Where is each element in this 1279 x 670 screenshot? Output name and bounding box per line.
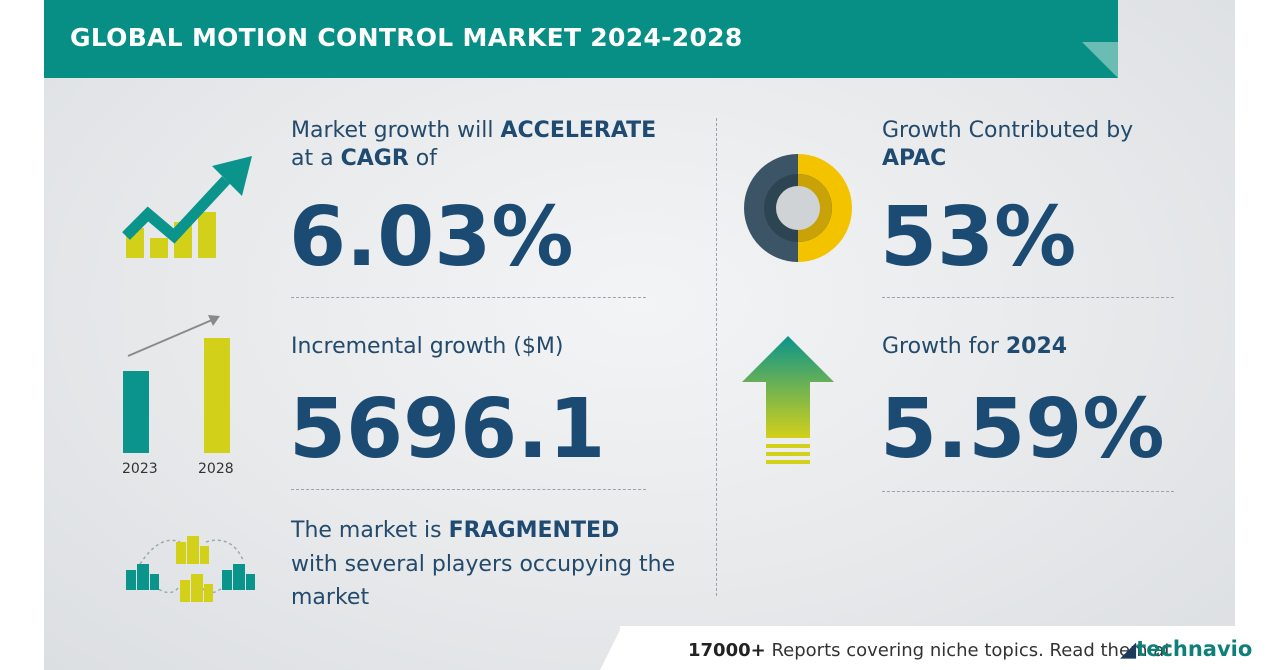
incremental-bar-icon [123,315,230,453]
fragmented-line-3: market [291,585,370,610]
cagr-emphasis: CAGR [340,146,409,171]
technavio-logo[interactable]: ◢technavio [1120,637,1252,661]
cagr-value: 6.03% [289,190,574,285]
bar-year-2028: 2028 [198,461,234,477]
divider-left-1 [291,297,646,298]
apac-region-emphasis: APAC [882,146,947,171]
divider-left-2 [291,489,646,490]
footer-report-count: 17000+ [688,640,766,661]
apac-line-2: APAC [882,146,946,171]
apac-share-donut-icon [744,154,852,262]
growth-chart-icon [122,156,252,258]
technavio-logo-icon: ◢ [1120,637,1137,661]
title-bar [44,0,1118,78]
page-title: GLOBAL MOTION CONTROL MARKET 2024-2028 [70,23,743,52]
growth-2024-year: 2024 [1005,334,1068,359]
apac-line-1: Growth Contributed by [882,118,1134,143]
cagr-text-of: of [415,146,437,171]
growth-2024-label-prefix: Growth for [882,334,999,359]
footer-bar [620,626,1279,670]
growth-2024-value: 5.59% [880,382,1165,477]
divider-right-2 [882,491,1174,492]
bar-year-2023: 2023 [122,461,158,477]
fragmented-text-prefix: The market is [291,518,442,543]
incremental-value: 5696.1 [289,382,606,477]
divider-vertical [716,118,717,596]
fragmented-emphasis: FRAGMENTED [448,518,620,543]
footer-message: Reports covering niche topics. Read them… [771,640,1172,661]
cagr-text-prefix: Market growth will [291,118,494,143]
cagr-line-1: Market growth will ACCELERATE [291,118,656,143]
market-players-icon [126,536,255,602]
footer-corner [600,626,622,670]
growth-2024-label: Growth for 2024 [882,334,1067,359]
cagr-text-at: at a [291,146,334,171]
footer-text: 17000+ Reports covering niche topics. Re… [688,640,1171,661]
divider-right-1 [882,297,1174,298]
growth-up-arrow-icon [742,336,834,464]
fragmented-line-1: The market is FRAGMENTED [291,518,619,543]
title-bar-fold [1082,42,1118,78]
fragmented-line-2: with several players occupying the [291,552,676,577]
cagr-line-2: at a CAGR of [291,146,437,171]
incremental-label: Incremental growth ($M) [291,334,564,359]
apac-value: 53% [880,190,1077,285]
technavio-logo-text: technavio [1136,637,1253,661]
cagr-accelerate-emphasis: ACCELERATE [500,118,657,143]
